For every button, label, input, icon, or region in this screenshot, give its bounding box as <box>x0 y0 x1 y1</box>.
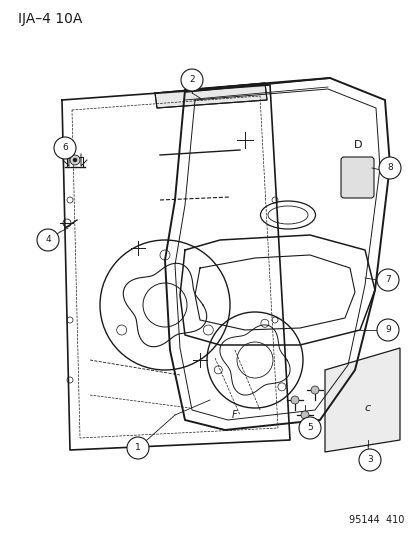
Text: 7: 7 <box>384 276 390 285</box>
Text: 2: 2 <box>189 76 195 85</box>
Text: 3: 3 <box>366 456 372 464</box>
Polygon shape <box>324 348 399 452</box>
Text: D: D <box>353 140 361 150</box>
Circle shape <box>376 319 398 341</box>
Text: 9: 9 <box>384 326 390 335</box>
Circle shape <box>180 69 202 91</box>
Circle shape <box>378 157 400 179</box>
Circle shape <box>376 269 398 291</box>
Text: 6: 6 <box>62 143 68 152</box>
Circle shape <box>73 158 77 162</box>
Text: 95144  410: 95144 410 <box>348 515 403 525</box>
Text: IJA–4 10A: IJA–4 10A <box>18 12 82 26</box>
Text: 5: 5 <box>306 424 312 432</box>
Polygon shape <box>154 83 266 108</box>
Text: 1: 1 <box>135 443 140 453</box>
Text: F: F <box>232 410 237 420</box>
Circle shape <box>300 411 308 419</box>
FancyBboxPatch shape <box>340 157 373 198</box>
Circle shape <box>358 449 380 471</box>
Circle shape <box>54 137 76 159</box>
Circle shape <box>298 417 320 439</box>
Text: c: c <box>364 403 370 413</box>
Circle shape <box>37 229 59 251</box>
Text: 8: 8 <box>386 164 392 173</box>
Circle shape <box>310 386 318 394</box>
Text: 4: 4 <box>45 236 51 245</box>
Circle shape <box>70 155 80 165</box>
Circle shape <box>290 396 298 404</box>
Circle shape <box>127 437 149 459</box>
